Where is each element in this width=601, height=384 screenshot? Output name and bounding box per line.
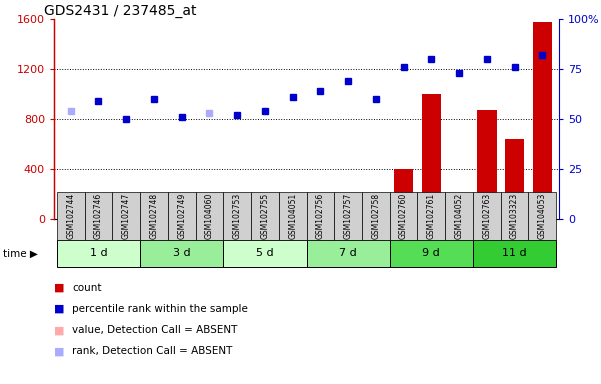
Bar [394,169,413,219]
Bar [477,110,496,219]
Text: GSM102755: GSM102755 [260,193,269,239]
FancyBboxPatch shape [389,240,473,267]
Bar [227,208,247,219]
Text: GSM102756: GSM102756 [316,193,325,239]
Text: count: count [72,283,102,293]
Text: value, Detection Call = ABSENT: value, Detection Call = ABSENT [72,325,237,335]
FancyBboxPatch shape [362,192,389,240]
Text: GSM102760: GSM102760 [399,193,408,239]
FancyBboxPatch shape [140,240,224,267]
FancyBboxPatch shape [389,192,418,240]
FancyBboxPatch shape [195,192,224,240]
Text: 7 d: 7 d [339,248,357,258]
Text: ■: ■ [54,304,64,314]
Bar [172,216,191,219]
Text: GSM104060: GSM104060 [205,193,214,239]
Bar [422,94,441,219]
Bar [89,209,108,219]
FancyBboxPatch shape [251,192,279,240]
Text: GSM102746: GSM102746 [94,193,103,239]
Text: 11 d: 11 d [502,248,527,258]
FancyBboxPatch shape [307,192,334,240]
Text: 5 d: 5 d [256,248,273,258]
FancyBboxPatch shape [112,192,140,240]
Text: time ▶: time ▶ [3,248,38,258]
FancyBboxPatch shape [57,192,85,240]
FancyBboxPatch shape [473,192,501,240]
Bar [311,205,330,219]
Text: rank, Detection Call = ABSENT: rank, Detection Call = ABSENT [72,346,233,356]
Bar [505,139,524,219]
Text: GSM102744: GSM102744 [66,193,75,239]
Bar [450,195,469,219]
FancyBboxPatch shape [528,192,556,240]
Text: GSM102747: GSM102747 [122,193,130,239]
Text: GSM104052: GSM104052 [454,193,463,239]
Text: 9 d: 9 d [423,248,440,258]
Bar [255,215,275,219]
FancyBboxPatch shape [57,240,140,267]
FancyBboxPatch shape [334,192,362,240]
Text: GSM102753: GSM102753 [233,193,242,239]
Text: GSM104051: GSM104051 [288,193,297,239]
FancyBboxPatch shape [224,240,307,267]
Text: percentile rank within the sample: percentile rank within the sample [72,304,248,314]
Text: GSM102748: GSM102748 [150,193,159,239]
Text: GSM102761: GSM102761 [427,193,436,239]
FancyBboxPatch shape [85,192,112,240]
FancyBboxPatch shape [224,192,251,240]
FancyBboxPatch shape [307,240,389,267]
Bar [366,206,386,219]
Bar [338,203,358,219]
Bar [283,213,302,219]
Bar [532,22,552,219]
Text: ■: ■ [54,325,64,335]
Text: GDS2431 / 237485_at: GDS2431 / 237485_at [44,4,197,18]
FancyBboxPatch shape [168,192,195,240]
FancyBboxPatch shape [140,192,168,240]
FancyBboxPatch shape [501,192,528,240]
Bar [117,217,136,219]
FancyBboxPatch shape [445,192,473,240]
Text: GSM102749: GSM102749 [177,193,186,239]
Bar [200,203,219,219]
FancyBboxPatch shape [279,192,307,240]
Text: ■: ■ [54,283,64,293]
Text: ■: ■ [54,346,64,356]
Text: GSM102758: GSM102758 [371,193,380,239]
FancyBboxPatch shape [418,192,445,240]
Text: 3 d: 3 d [173,248,191,258]
Bar [61,217,81,219]
FancyBboxPatch shape [473,240,556,267]
Bar [144,208,163,219]
Text: GSM102763: GSM102763 [483,193,491,239]
Text: GSM103323: GSM103323 [510,193,519,239]
Text: GSM104053: GSM104053 [538,193,547,239]
Text: GSM102757: GSM102757 [344,193,353,239]
Text: 1 d: 1 d [90,248,108,258]
